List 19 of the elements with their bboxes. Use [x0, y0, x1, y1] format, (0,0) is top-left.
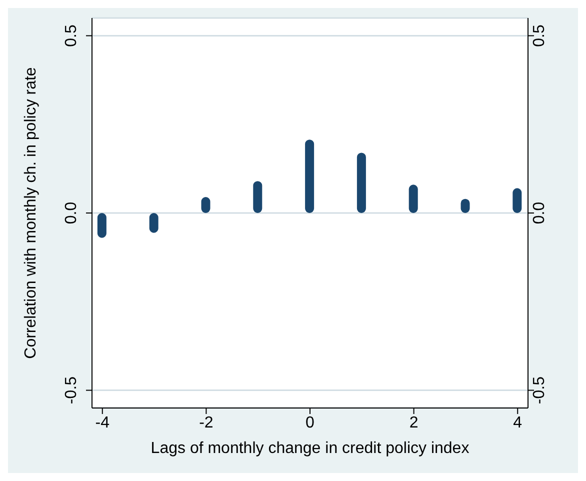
y2-tick-label: 0.5	[531, 24, 548, 47]
y-tick-label: -0.5	[63, 376, 80, 404]
bar	[253, 181, 262, 213]
x-tick-label: 4	[513, 414, 522, 432]
y2-tick-label: 0.0	[531, 202, 548, 224]
y-tick-label: 0.5	[63, 24, 80, 47]
x-axis-title: Lags of monthly change in credit policy index	[150, 440, 470, 457]
bar	[305, 140, 314, 213]
bar	[408, 184, 418, 213]
x-tick-label: -4	[95, 414, 110, 432]
y2-tick-label: -0.5	[531, 376, 548, 404]
bar	[97, 213, 106, 238]
bar	[356, 152, 366, 213]
y-axis-title: Correlation with monthly ch. in policy rate	[22, 67, 40, 359]
bar	[512, 188, 522, 213]
y-tick-label: 0.0	[63, 202, 80, 224]
x-tick-label: -2	[199, 414, 214, 432]
x-tick-label: 0	[306, 414, 315, 432]
x-tick-label: 2	[409, 414, 418, 432]
